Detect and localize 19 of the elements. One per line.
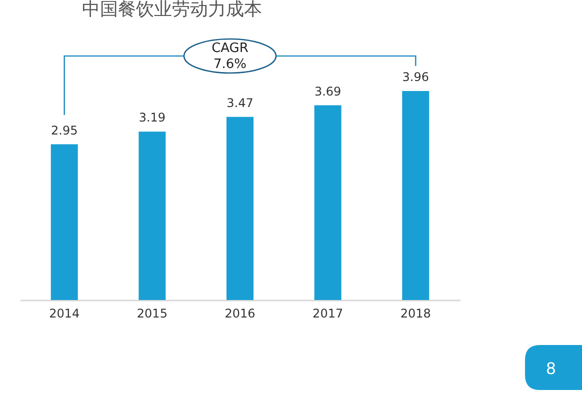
data-label: 3.19 — [138, 110, 166, 125]
data-label: 2.95 — [50, 123, 78, 138]
x-tick-label: 2017 — [312, 306, 344, 320]
x-tick-label: 2018 — [400, 306, 431, 320]
text: 8 — [546, 359, 556, 378]
bar — [402, 91, 430, 300]
chart-title: 中国餐饮业劳动力成本 — [82, 0, 262, 20]
data-label: 3.96 — [402, 70, 430, 84]
bar — [314, 105, 342, 300]
x-tick-label: 2016 — [224, 306, 256, 320]
bar — [50, 144, 78, 300]
text: CAGR — [212, 41, 248, 56]
x-tick-label: 2015 — [136, 306, 168, 320]
bar — [226, 116, 254, 300]
data-label: 3.47 — [226, 96, 254, 110]
data-label: 3.69 — [314, 84, 342, 98]
text: 7.6% — [213, 57, 247, 72]
x-tick-label: 2014 — [49, 306, 80, 320]
bar — [138, 132, 166, 300]
